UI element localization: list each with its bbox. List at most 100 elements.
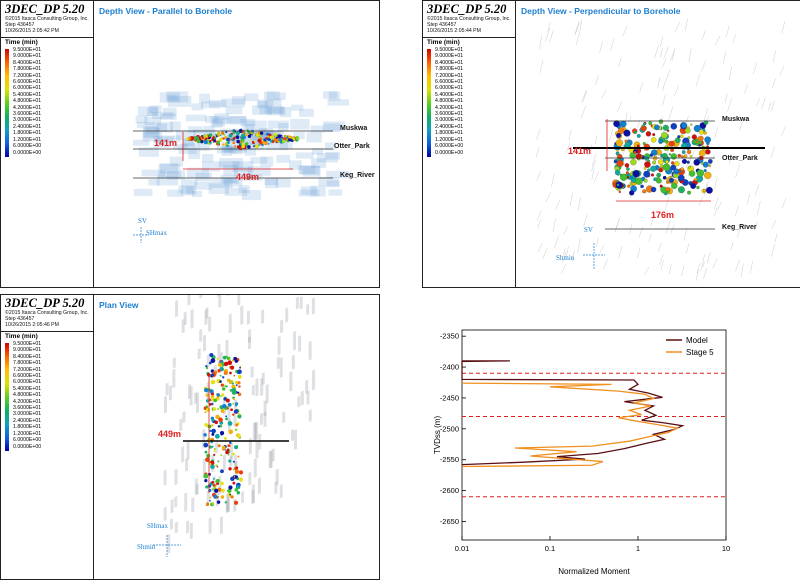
colorbar-tick-label: 3.6000E+01 [13,405,42,412]
microseismic-event [215,133,217,136]
microseismic-event [226,137,230,142]
microseismic-event [221,393,225,397]
microseismic-event [703,131,707,135]
rock-block [238,185,250,194]
fracture-plate [289,371,293,392]
rock-block [194,181,213,190]
microseismic-event [211,480,215,484]
microseismic-event [210,379,216,385]
microseismic-event [247,145,251,149]
microseismic-event [228,381,232,385]
microseismic-event [665,186,670,192]
rock-block [209,100,227,108]
microseismic-event [214,433,220,439]
rock-block [221,98,245,108]
microseismic-event [222,376,225,379]
microseismic-event [211,402,214,406]
rock-block [232,161,254,172]
microseismic-event [652,133,656,137]
microseismic-event [661,153,668,159]
rock-block [212,178,233,188]
rock-block [188,126,203,134]
rock-block [176,130,196,141]
colorbar-tick-label: 6.6000E+01 [435,79,464,86]
rock-block [267,120,289,129]
microseismic-event [220,495,225,499]
plan-view-canvas[interactable] [93,295,379,579]
colorbar-tick-label: 1.8000E+01 [435,130,464,137]
fracture-plate [268,450,272,469]
microseismic-event [671,182,678,190]
fracture-line [717,201,722,211]
microseismic-event [696,185,700,190]
microseismic-event [231,387,237,393]
fracture-plate [186,441,190,461]
fracture-line [663,46,669,60]
microseismic-event [625,171,629,175]
event-cloud [612,119,713,196]
fracture-plate [218,295,222,308]
orientation-label-shmax: SHmax [146,229,167,237]
fracture-plate [311,297,315,315]
microseismic-event [261,143,264,147]
rock-block [253,131,275,141]
rock-block [221,145,232,156]
fracture-plate [163,395,167,414]
fracture-line [569,193,573,207]
microseismic-event [230,495,234,499]
microseismic-event [677,135,681,139]
microseismic-event [211,428,216,434]
microseismic-event [257,138,262,143]
microseismic-event [208,133,213,137]
fracture-line [555,199,561,210]
depth-view-parallel-canvas[interactable] [93,1,379,287]
fracture-plate [300,390,304,406]
time-legend-title: Time (min) [5,38,38,46]
microseismic-event [209,496,212,499]
microseismic-event [279,138,283,142]
fracture-plate [174,496,178,508]
colorbar-tick-label: 5.4000E+01 [435,91,464,98]
microseismic-event [616,160,624,167]
microseismic-event [208,462,212,466]
fracture-plate [285,307,289,323]
fracture-plate [197,348,201,360]
microseismic-event [240,138,245,143]
fracture-line [683,227,688,241]
microseismic-event [228,485,233,490]
microseismic-event [652,160,656,165]
microseismic-event [220,131,225,135]
fracture-line [662,94,666,106]
microseismic-event [205,485,209,489]
colorbar-tick-label: 7.2000E+01 [13,366,42,373]
fracture-line [536,171,541,181]
microseismic-event [237,414,242,419]
microseismic-event [235,487,239,491]
fracture-plate [257,477,261,495]
colorbar-tick-label: 4.8000E+01 [13,98,42,105]
rock-block [298,165,316,174]
microseismic-event [210,358,216,364]
fracture-line [591,159,597,172]
colorbar-tick-label: 1.2000E+01 [435,136,464,143]
microseismic-event [247,130,251,134]
fracture-plate [228,313,232,334]
fracture-plate [183,311,187,326]
fracture-line [595,75,599,86]
microseismic-event [232,481,236,485]
rock-block [223,164,239,176]
microseismic-event [686,149,692,155]
colorbar-tick-label: 5.4000E+01 [13,91,42,98]
microseismic-event [236,491,241,495]
microseismic-event [687,165,691,169]
orientation-label-sv: SV [584,226,593,234]
depth-view-perpendicular-canvas[interactable] [515,1,800,287]
microseismic-event [217,369,221,373]
rock-block [265,177,279,189]
microseismic-event [263,138,267,142]
series-line [461,360,685,466]
rock-block [264,98,282,106]
microseismic-event [665,160,669,164]
microseismic-event [277,141,280,144]
microseismic-event [193,138,196,141]
